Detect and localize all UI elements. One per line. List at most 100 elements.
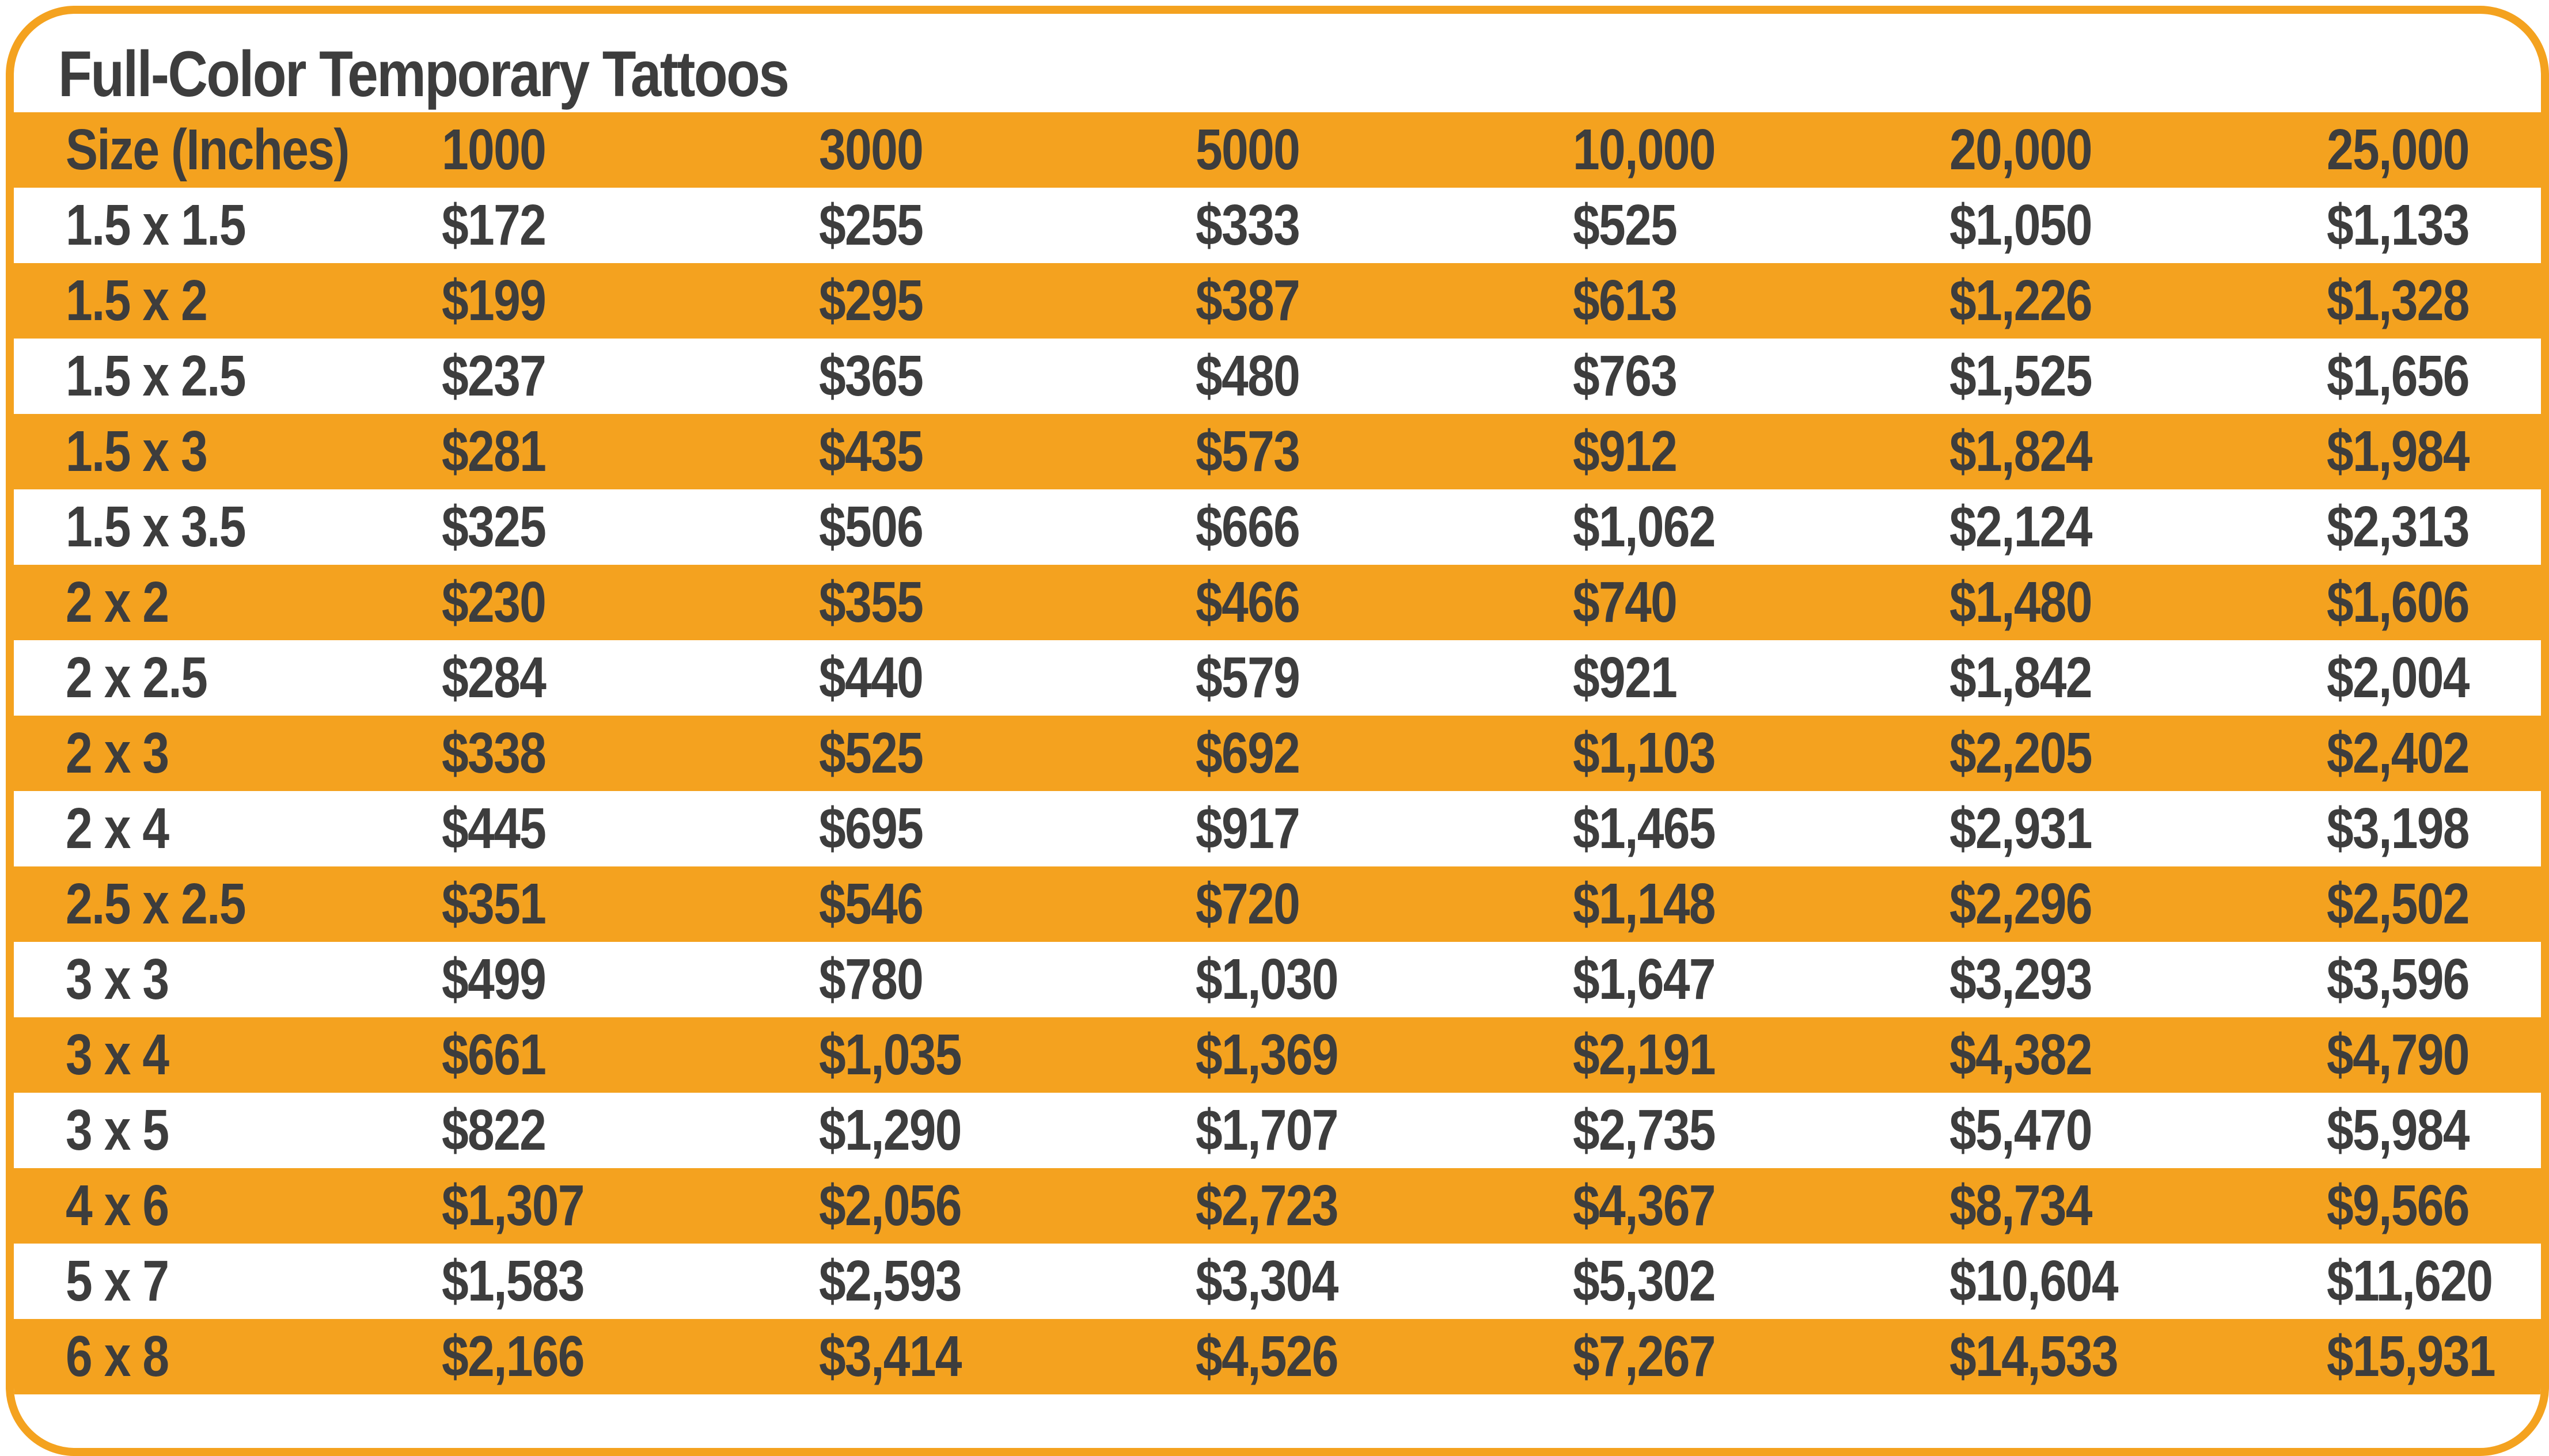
price-cell: $4,790 (2327, 1022, 2470, 1087)
price-cell: $4,382 (1949, 1022, 2093, 1087)
price-cell: $1,984 (2327, 419, 2470, 484)
size-cell: 3 x 3 (66, 947, 169, 1012)
price-cell: $11,620 (2327, 1249, 2493, 1313)
price-cell: $1,606 (2327, 570, 2470, 634)
size-cell: 1.5 x 1.5 (66, 193, 246, 257)
price-cell: $2,004 (2327, 645, 2470, 710)
price-cell: $10,604 (1949, 1249, 2119, 1313)
price-cell: $573 (1196, 419, 1300, 484)
page-title: Full-Color Temporary Tattoos (58, 38, 790, 110)
header-qty-3000: 3000 (819, 117, 924, 182)
table-row: 2 x 2 $230 $355 $466 $740 $1,480 $1,606 (14, 565, 2541, 640)
header-qty-1000: 1000 (442, 117, 547, 182)
price-cell: $720 (1196, 872, 1300, 936)
price-cell: $4,526 (1196, 1324, 1339, 1389)
price-cell: $499 (442, 947, 547, 1012)
price-cell: $365 (819, 344, 924, 408)
price-cell: $1,707 (1196, 1098, 1339, 1162)
size-cell: 3 x 5 (66, 1098, 169, 1162)
header-qty-10000: 10,000 (1573, 117, 1716, 182)
price-cell: $2,502 (2327, 872, 2470, 936)
price-cell: $255 (819, 193, 924, 257)
price-cell: $1,226 (1949, 268, 2093, 333)
price-cell: $1,103 (1573, 721, 1716, 785)
price-cell: $661 (442, 1022, 547, 1087)
table-row: 6 x 8 $2,166 $3,414 $4,526 $7,267 $14,533 $15,… (14, 1319, 2541, 1394)
price-cell: $15,931 (2327, 1324, 2496, 1389)
table-row: 2.5 x 2.5 $351 $546 $720 $1,148 $2,296 $2,502 (14, 866, 2541, 942)
header-qty-25000: 25,000 (2327, 117, 2470, 182)
price-cell: $763 (1573, 344, 1678, 408)
price-cell: $1,307 (442, 1173, 585, 1238)
price-cell: $3,293 (1949, 947, 2093, 1012)
price-cell: $440 (819, 645, 924, 710)
price-cell: $1,035 (819, 1022, 962, 1087)
price-cell: $295 (819, 268, 924, 333)
price-cell: $2,166 (442, 1324, 585, 1389)
price-cell: $387 (1196, 268, 1300, 333)
price-cell: $1,328 (2327, 268, 2470, 333)
price-cell: $2,402 (2327, 721, 2470, 785)
header-qty-5000: 5000 (1196, 117, 1300, 182)
table-row: 3 x 4 $661 $1,035 $1,369 $2,191 $4,382 $4,790 (14, 1017, 2541, 1093)
price-cell: $4,367 (1573, 1173, 1716, 1238)
price-cell: $1,369 (1196, 1022, 1339, 1087)
price-cell: $2,205 (1949, 721, 2093, 785)
price-cell: $3,414 (819, 1324, 962, 1389)
price-cell: $5,302 (1573, 1249, 1716, 1313)
price-cell: $172 (442, 193, 547, 257)
price-cell: $1,133 (2327, 193, 2470, 257)
price-cell: $14,533 (1949, 1324, 2119, 1389)
price-cell: $666 (1196, 495, 1300, 559)
price-cell: $237 (442, 344, 547, 408)
table-row: 2 x 3 $338 $525 $692 $1,103 $2,205 $2,402 (14, 716, 2541, 791)
price-cell: $445 (442, 796, 547, 861)
price-cell: $1,647 (1573, 947, 1716, 1012)
size-cell: 1.5 x 2.5 (66, 344, 246, 408)
table-body: 1.5 x 1.5 $172 $255 $333 $525 $1,050 $1,133 1.5… (14, 188, 2541, 1394)
price-cell: $333 (1196, 193, 1300, 257)
price-cell: $9,566 (2327, 1173, 2470, 1238)
price-cell: $199 (442, 268, 547, 333)
price-cell: $3,596 (2327, 947, 2470, 1012)
table-row: 2 x 2.5 $284 $440 $579 $921 $1,842 $2,004 (14, 640, 2541, 716)
price-cell: $2,723 (1196, 1173, 1339, 1238)
size-cell: 2 x 3 (66, 721, 169, 785)
table-row: 3 x 5 $822 $1,290 $1,707 $2,735 $5,470 $5,984 (14, 1093, 2541, 1168)
price-cell: $325 (442, 495, 547, 559)
price-cell: $822 (442, 1098, 547, 1162)
price-cell: $284 (442, 645, 547, 710)
price-cell: $1,148 (1573, 872, 1716, 936)
price-cell: $466 (1196, 570, 1300, 634)
price-cell: $525 (819, 721, 924, 785)
price-cell: $1,824 (1949, 419, 2093, 484)
table-row: 4 x 6 $1,307 $2,056 $2,723 $4,367 $8,734 $9,56… (14, 1168, 2541, 1244)
price-cell: $506 (819, 495, 924, 559)
price-cell: $740 (1573, 570, 1678, 634)
price-cell: $613 (1573, 268, 1678, 333)
size-cell: 1.5 x 3.5 (66, 495, 246, 559)
price-cell: $2,593 (819, 1249, 962, 1313)
price-cell: $2,056 (819, 1173, 962, 1238)
price-cell: $1,842 (1949, 645, 2093, 710)
price-cell: $7,267 (1573, 1324, 1716, 1389)
table-row: 1.5 x 2 $199 $295 $387 $613 $1,226 $1,328 (14, 263, 2541, 339)
price-cell: $3,304 (1196, 1249, 1339, 1313)
price-cell: $1,050 (1949, 193, 2093, 257)
table-row: 1.5 x 3 $281 $435 $573 $912 $1,824 $1,984 (14, 414, 2541, 489)
price-cell: $5,984 (2327, 1098, 2470, 1162)
size-cell: 5 x 7 (66, 1249, 169, 1313)
price-cell: $3,198 (2327, 796, 2470, 861)
table-row: 1.5 x 2.5 $237 $365 $480 $763 $1,525 $1,656 (14, 339, 2541, 414)
price-cell: $1,583 (442, 1249, 585, 1313)
size-cell: 2 x 2 (66, 570, 169, 634)
price-cell: $525 (1573, 193, 1678, 257)
header-qty-20000: 20,000 (1949, 117, 2093, 182)
price-cell: $281 (442, 419, 547, 484)
price-cell: $351 (442, 872, 547, 936)
price-cell: $2,735 (1573, 1098, 1716, 1162)
price-cell: $1,290 (819, 1098, 962, 1162)
price-cell: $1,480 (1949, 570, 2093, 634)
size-cell: 2 x 2.5 (66, 645, 208, 710)
price-table-card: Full-Color Temporary Tattoos Size (Inche… (6, 6, 2549, 1456)
